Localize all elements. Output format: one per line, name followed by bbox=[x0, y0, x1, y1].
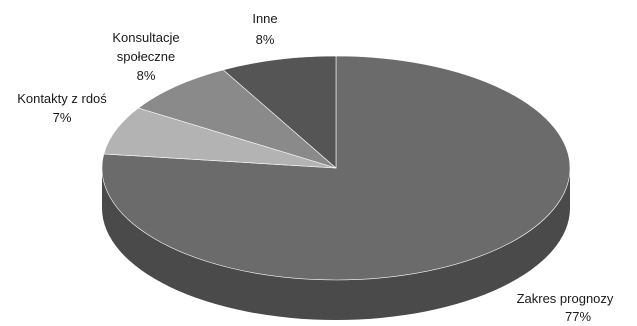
pie-slice-konsultacje-spoleczne bbox=[137, 69, 337, 169]
slice-label-inne: Inne bbox=[252, 11, 277, 26]
slice-value-kontakty: 7% bbox=[53, 110, 72, 125]
slice-label-kontakty: Kontakty z rdoś bbox=[17, 91, 107, 106]
pie-side-zakres-prognozy bbox=[102, 168, 570, 320]
pie-slice-inne bbox=[222, 55, 337, 169]
slice-value-konsultacje: 8% bbox=[137, 68, 156, 83]
pie-slice-kontakty-z-rdos bbox=[103, 107, 337, 169]
pie-sides bbox=[102, 168, 570, 320]
slice-label-konsultacje-line2: społeczne bbox=[117, 49, 176, 64]
slice-label-zakres-prognozy: Zakres prognozy bbox=[517, 291, 614, 306]
pie-slices bbox=[101, 55, 571, 281]
slice-label-konsultacje-line1: Konsultacje bbox=[112, 30, 179, 45]
slice-value-inne: 8% bbox=[256, 32, 275, 47]
slice-value-zakres-prognozy: 77% bbox=[565, 309, 591, 324]
